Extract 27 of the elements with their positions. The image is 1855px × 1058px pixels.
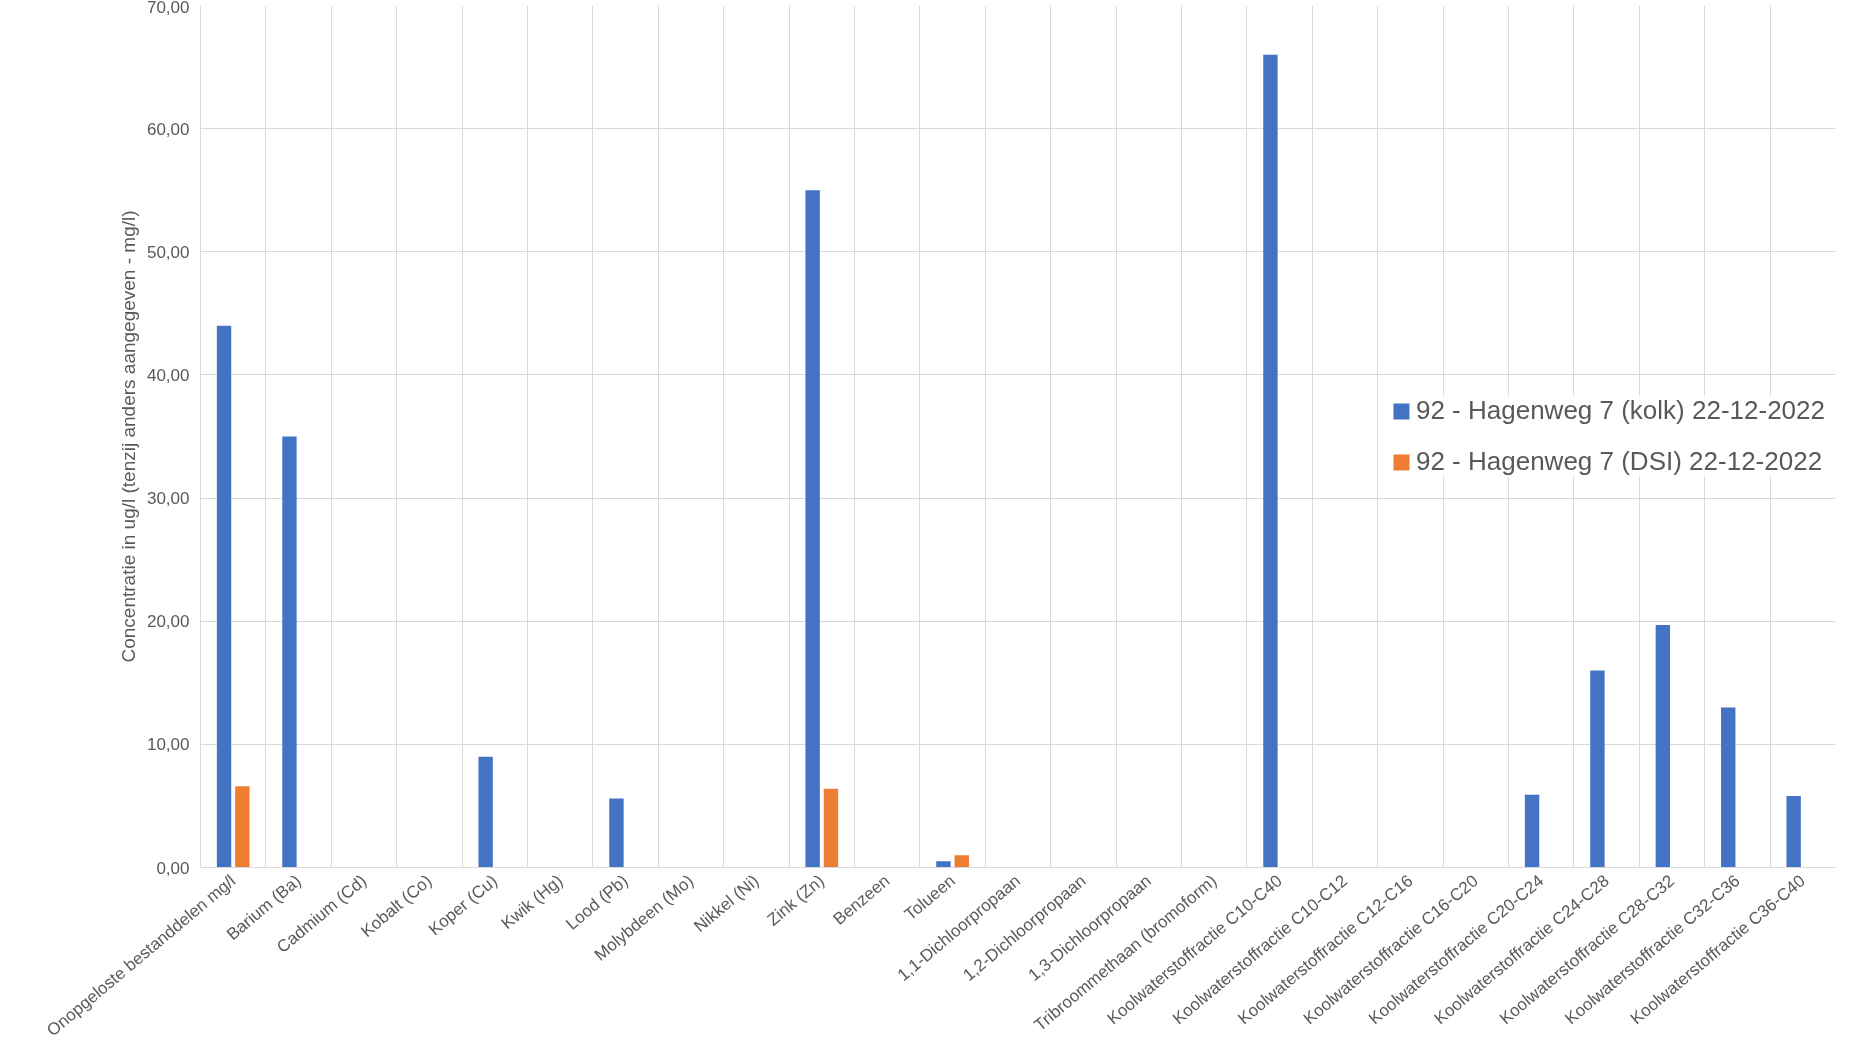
y-tick-label: 40,00 [146,365,190,385]
y-tick-label: 50,00 [146,242,190,262]
bar [216,325,232,868]
x-tick-label: Zink (Zn) [763,871,828,930]
y-tick-label: 20,00 [146,612,190,632]
bar [1263,54,1278,868]
bar [1786,796,1801,868]
bar [805,190,820,868]
bar [478,756,493,868]
bar [282,436,297,868]
y-tick-label: 70,00 [146,0,190,17]
y-tick-label: 60,00 [146,119,190,139]
y-tick-label: 0,00 [156,858,190,878]
legend-label: 92 - Hagenweg 7 (DSI) 22-12-2022 [1415,446,1823,477]
bar [1524,794,1540,868]
y-tick-label: 30,00 [146,489,190,509]
bar [823,788,839,868]
legend-label: 92 - Hagenweg 7 (kolk) 22-12-2022 [1415,395,1825,426]
bar [954,855,969,868]
y-tick-label: 10,00 [146,735,190,755]
bar [1721,707,1736,868]
y-axis-title: Concentratie in ug/l (tenzij anders aangegeven - mg/l) [117,210,139,663]
bar [936,861,951,868]
bar [1655,624,1671,868]
bar [609,798,624,868]
bar [1590,670,1605,868]
bar [235,786,250,868]
